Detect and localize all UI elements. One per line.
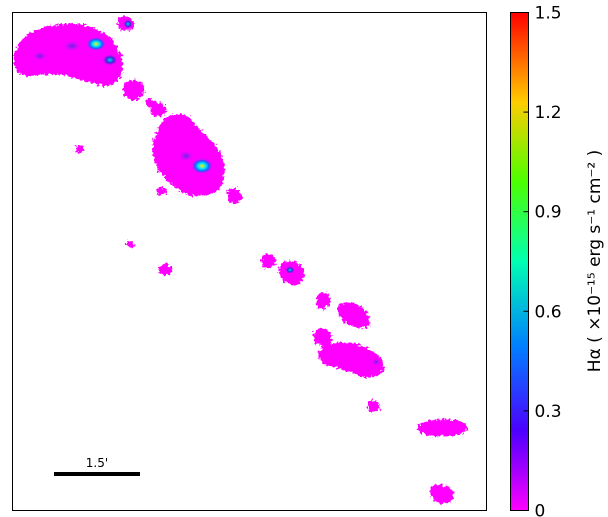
colorbar-ticks: 0 0.3 0.6 0.9 1.2 1.5 <box>523 4 562 517</box>
bright-knot-middle <box>285 266 295 274</box>
bright-knot-northwest-c <box>32 51 48 61</box>
colorbar-tick-label: 0.3 <box>535 402 562 422</box>
emission-region-middle-e <box>313 328 332 347</box>
colorbar-tick-label: 0.9 <box>535 203 562 223</box>
emission-region-small-f <box>76 145 84 153</box>
scale-bar: 1.5' <box>54 456 140 476</box>
bright-knot-northwest-d <box>62 40 82 52</box>
colorbar-tick-label: 0.6 <box>535 302 562 322</box>
emission-region-lower-b <box>417 419 468 437</box>
bright-knot-central-b <box>178 150 194 162</box>
colorbar: 0 0.3 0.6 0.9 1.2 1.5 Hα ( ×10⁻¹⁵ erg s⁻¹ cm⁻… <box>510 4 605 517</box>
emission-region-small-g <box>126 241 134 248</box>
scale-bar-label: 1.5' <box>86 456 108 470</box>
colorbar-gradient <box>510 12 529 511</box>
emission-region-small-e <box>156 187 166 195</box>
colorbar-tick-label: 1.5 <box>535 4 562 24</box>
emission-region-middle-d <box>337 302 371 329</box>
emission-region-small-d <box>228 188 242 204</box>
emission-knots <box>32 19 381 366</box>
colorbar-tick-label: 1.2 <box>535 103 562 123</box>
bright-knot-northwest-b <box>102 54 118 66</box>
emission-region-lower-c <box>429 484 454 504</box>
image-panel: 1.5' <box>12 12 487 511</box>
colorbar-tick-label: 0 <box>535 502 546 517</box>
bright-knot-northwest-a <box>86 37 106 51</box>
emission-region-small-h <box>158 264 173 275</box>
faint-knot-ring <box>371 358 381 366</box>
emission-region-middle-a <box>262 254 276 269</box>
bright-knot-central <box>191 158 213 174</box>
bright-knot-top <box>123 19 133 29</box>
emission-region-ring <box>318 342 384 378</box>
emission-region-middle-c <box>316 292 331 310</box>
emission-region-small-a <box>123 79 145 101</box>
colorbar-title: Hα ( ×10⁻¹⁵ erg s⁻¹ cm⁻² ) <box>585 150 605 372</box>
emission-region-lower-a <box>368 400 380 413</box>
emission-region-small-c <box>150 102 167 117</box>
image-background <box>12 12 487 511</box>
